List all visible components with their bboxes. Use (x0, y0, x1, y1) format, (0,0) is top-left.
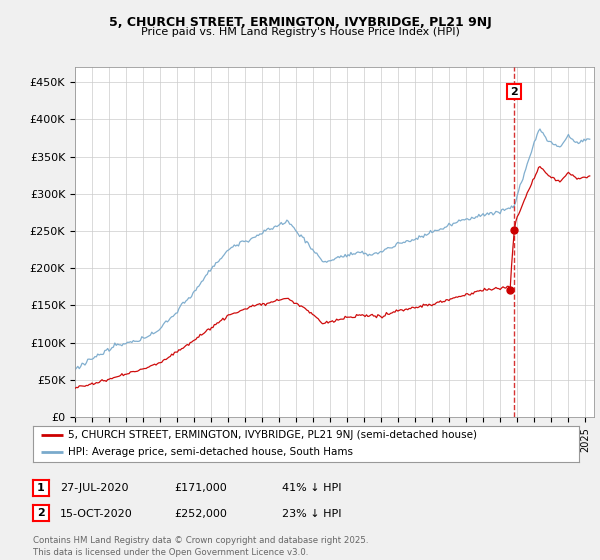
Text: 2: 2 (37, 508, 44, 518)
Text: 41% ↓ HPI: 41% ↓ HPI (282, 483, 341, 493)
Text: 1: 1 (37, 483, 44, 493)
Text: Price paid vs. HM Land Registry's House Price Index (HPI): Price paid vs. HM Land Registry's House … (140, 27, 460, 37)
Text: 2: 2 (510, 87, 518, 97)
Text: £252,000: £252,000 (174, 508, 227, 519)
Text: 5, CHURCH STREET, ERMINGTON, IVYBRIDGE, PL21 9NJ (semi-detached house): 5, CHURCH STREET, ERMINGTON, IVYBRIDGE, … (68, 431, 478, 440)
Text: Contains HM Land Registry data © Crown copyright and database right 2025.
This d: Contains HM Land Registry data © Crown c… (33, 536, 368, 557)
Text: 5, CHURCH STREET, ERMINGTON, IVYBRIDGE, PL21 9NJ: 5, CHURCH STREET, ERMINGTON, IVYBRIDGE, … (109, 16, 491, 29)
Text: 15-OCT-2020: 15-OCT-2020 (60, 508, 133, 519)
Text: 27-JUL-2020: 27-JUL-2020 (60, 483, 128, 493)
Text: 23% ↓ HPI: 23% ↓ HPI (282, 508, 341, 519)
Text: £171,000: £171,000 (174, 483, 227, 493)
Text: HPI: Average price, semi-detached house, South Hams: HPI: Average price, semi-detached house,… (68, 447, 353, 457)
